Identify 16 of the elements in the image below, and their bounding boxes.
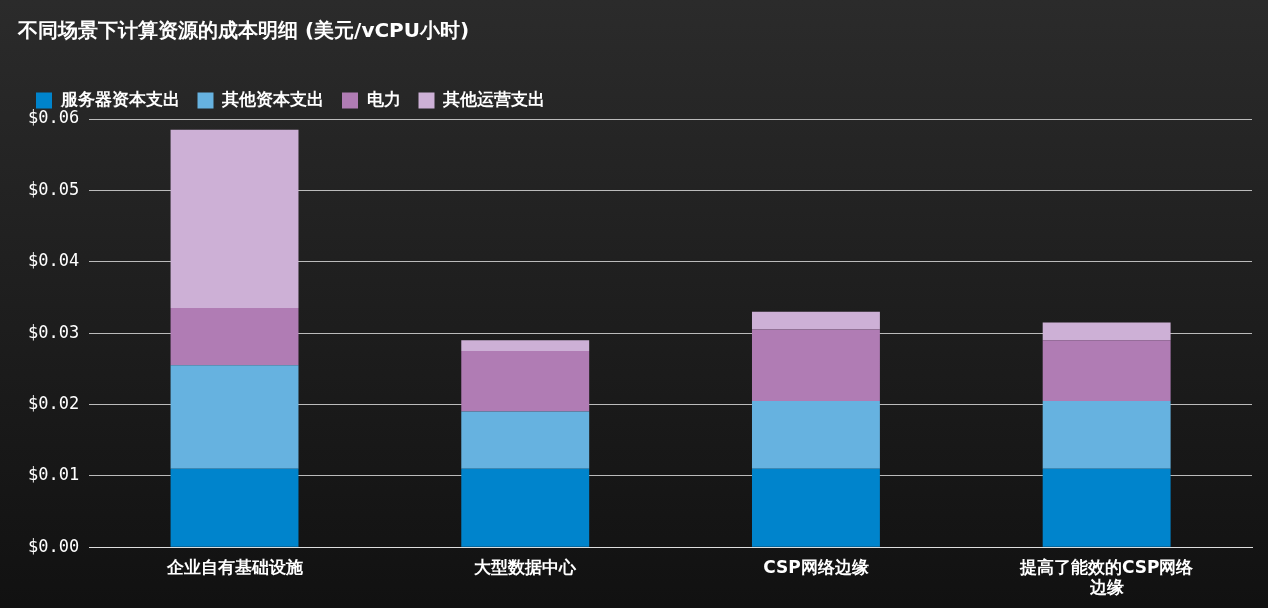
y-tick-label: $0.05 [27, 178, 80, 199]
legend-label: 电力 [366, 88, 401, 109]
y-tick-label: $0.00 [27, 535, 80, 556]
y-tick-label: $0.06 [27, 107, 80, 128]
x-tick-label: 企业自有基础设施 [165, 556, 304, 577]
y-tick-label: $0.03 [27, 321, 80, 342]
chart-title: 不同场景下计算资源的成本明细 (美元/vCPU小时) [17, 18, 470, 43]
x-tick-label: 大型数据中心 [474, 556, 578, 577]
legend-label: 服务器资本支出 [59, 88, 180, 109]
y-tick-label: $0.01 [27, 464, 80, 485]
x-tick-label: 提高了能效的CSP网络边缘 [1018, 556, 1195, 598]
legend-label: 其他运营支出 [442, 88, 545, 109]
x-tick-label: CSP网络边缘 [763, 556, 869, 577]
legend-label: 其他资本支出 [221, 88, 324, 109]
y-tick-label: $0.04 [27, 250, 80, 271]
y-tick-label: $0.02 [27, 392, 80, 413]
